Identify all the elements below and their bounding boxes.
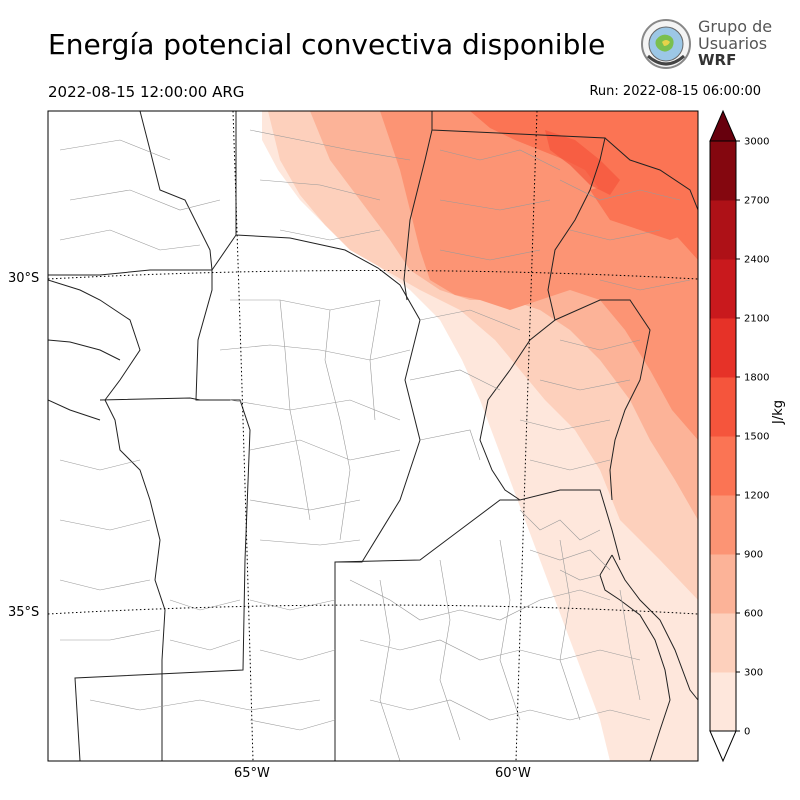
colorbar-tick-label: 1500 (744, 432, 769, 443)
graticule (48, 111, 698, 761)
valid-time: 2022-08-15 12:00:00 ARG (48, 83, 245, 101)
colorbar-tick-label: 2400 (744, 255, 769, 266)
logo-line-1: Grupo de (698, 17, 773, 36)
lat-label-35s: 35°S (8, 605, 40, 620)
wrf-users-group-logo: Grupo de Usuarios WRF (638, 16, 788, 72)
colorbar-tick-label: 3000 (744, 137, 769, 148)
colorbar-segment (710, 141, 736, 201)
colorbar-tick-label: 1200 (744, 491, 769, 502)
cape-band-1500-1800 (545, 130, 620, 195)
logo-line-3: WRF (698, 51, 737, 69)
logo-emblem-icon (641, 19, 691, 69)
cape-field (48, 111, 698, 761)
colorbar-segment (710, 554, 736, 614)
province-boundaries (48, 111, 698, 761)
colorbar-segment (710, 200, 736, 260)
colorbar-extend-min (709, 730, 737, 763)
colorbar-segment (710, 495, 736, 555)
colorbar-tick-label: 300 (744, 668, 763, 679)
cape-band-1200-1500 (470, 111, 698, 260)
colorbar-segment (710, 377, 736, 437)
department-boundaries (59, 129, 691, 761)
colorbar-segment (710, 259, 736, 319)
colorbar-tick-label: 1800 (744, 373, 769, 384)
map-title: Energía potencial convectiva disponible (48, 28, 606, 61)
colorbar-segment (710, 318, 736, 378)
lon-label-60w: 60°W (495, 766, 531, 781)
colorbar-extend-max (709, 109, 737, 142)
coastline (599, 554, 698, 761)
colorbar-tick-label: 600 (744, 609, 763, 620)
colorbar-tick-label: 2100 (744, 314, 769, 325)
colorbar-segment (710, 613, 736, 673)
colorbar-tick-label: 2700 (744, 196, 769, 207)
logo-line-2: Usuarios (698, 34, 768, 53)
lat-label-30s: 30°S (8, 271, 40, 286)
colorbar-segment (710, 672, 736, 732)
run-time: Run: 2022-08-15 06:00:00 (589, 84, 761, 99)
colorbar-tick-label: 900 (744, 550, 763, 561)
colorbar-segment (710, 436, 736, 496)
lon-label-65w: 65°W (234, 766, 270, 781)
colorbar: 0 300 600 900 1200 1500 1800 2100 2400 2700 3000 (709, 109, 769, 763)
map-frame (47, 110, 699, 762)
colorbar-tick-label: 0 (744, 727, 750, 738)
colorbar-unit: J/kg (771, 400, 786, 424)
cape-band-1200-1500-b (590, 175, 698, 240)
